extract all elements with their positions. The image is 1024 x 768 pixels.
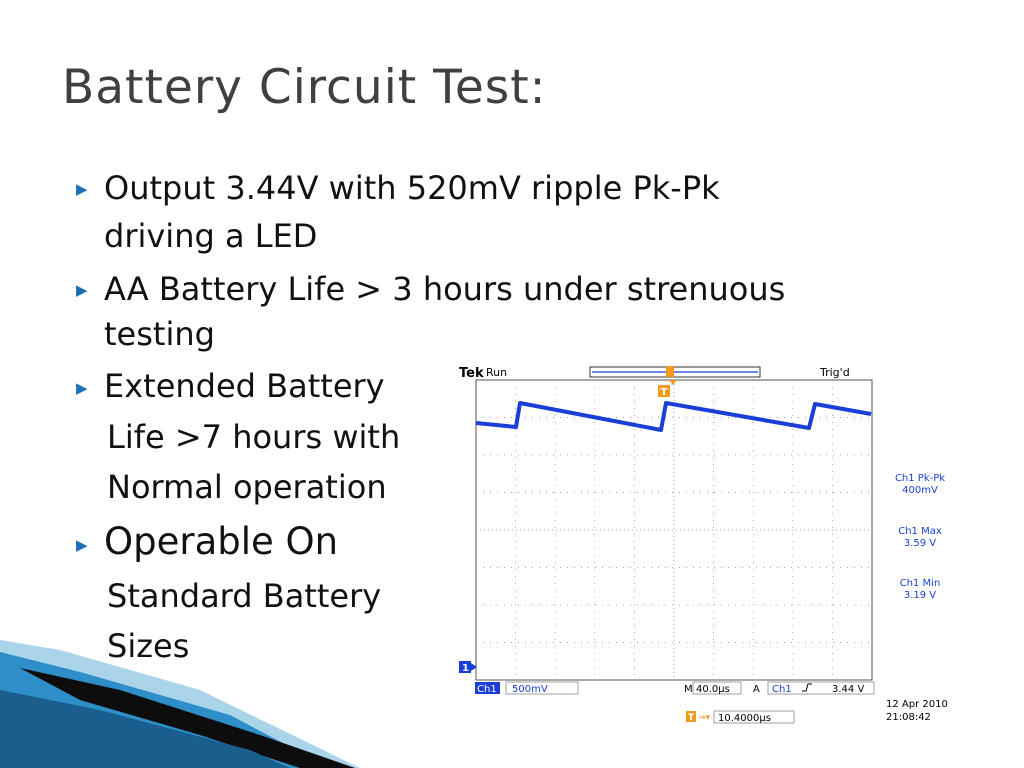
ripple-waveform-trace	[475, 401, 872, 432]
swoosh-dark-band	[20, 668, 355, 768]
channel-label: Ch1	[477, 684, 497, 695]
bullet-3-line-1: Extended Battery	[104, 367, 385, 405]
measurement-max-label: Ch1 Max	[898, 526, 942, 537]
trigger-position-icon-label: T	[688, 713, 695, 723]
bullet-4-line-3: Sizes	[107, 627, 190, 665]
bullet-2-line-2: testing	[104, 315, 215, 353]
bullet-3-line-3: Normal operation	[107, 468, 387, 506]
volts-per-div: 500mV	[512, 684, 548, 695]
trigger-position-box	[713, 710, 795, 724]
timebase-prefix: M	[684, 684, 693, 695]
trigger-position-arrow-icon: →▾	[698, 713, 711, 723]
trigger-prefix: A	[753, 684, 760, 695]
bullet-4-line-1: Operable On	[104, 520, 339, 563]
oscilloscope-screenshot: Tek Run Trig'd T 1 Ch1 Pk-Pk 400mV Ch1 M…	[459, 366, 948, 724]
scope-brand: Tek	[459, 366, 484, 381]
measurement-min-label: Ch1 Min	[900, 578, 941, 589]
channel-label-box	[475, 682, 500, 694]
bullet-3-line-2: Life >7 hours with	[107, 418, 401, 456]
slide-title: Battery Circuit Test:	[62, 60, 547, 115]
measurement-pkpk-label: Ch1 Pk-Pk	[895, 473, 945, 484]
scope-trigger-status: Trig'd	[819, 366, 850, 379]
bullet-2-icon: ▶	[76, 281, 88, 299]
timebase-box	[692, 681, 742, 695]
trigger-marker-label: T	[661, 387, 668, 398]
scope-run-status: Run	[486, 366, 507, 379]
time-per-div: 40.0µs	[696, 684, 730, 695]
rising-edge-icon	[802, 683, 812, 692]
trigger-level: 3.44 V	[832, 684, 864, 695]
channel-1-marker-box	[459, 661, 471, 673]
scope-graticule	[475, 379, 873, 681]
bullet-1-line-2: driving a LED	[104, 217, 318, 255]
swoosh-deep-band	[0, 690, 290, 768]
bullet-1-line-1: Output 3.44V with 520mV ripple Pk-Pk	[104, 169, 720, 207]
record-length-indicator	[589, 366, 761, 378]
trigger-readout-box	[767, 681, 875, 695]
trigger-position-value: 10.4000µs	[718, 713, 771, 724]
measurement-pkpk-value: 400mV	[902, 485, 938, 496]
trigger-position-marker-top	[666, 366, 674, 377]
scope-time: 21:08:42	[886, 712, 931, 723]
bullet-2-line-1: AA Battery Life > 3 hours under strenuou…	[104, 270, 786, 308]
trigger-arrow-icon	[669, 380, 677, 385]
trigger-source: Ch1	[772, 684, 792, 695]
measurement-max-value: 3.59 V	[904, 538, 936, 549]
bullet-4-line-2: Standard Battery	[107, 577, 382, 615]
measurement-min-value: 3.19 V	[904, 590, 936, 601]
bullet-4-icon: ▶	[76, 536, 88, 554]
scope-date: 12 Apr 2010	[886, 699, 948, 710]
bullet-3-icon: ▶	[76, 379, 88, 397]
trigger-marker-box	[658, 385, 670, 397]
channel-1-arrow-icon	[471, 663, 477, 671]
trigger-position-icon-box	[686, 711, 696, 722]
bullet-1-icon: ▶	[76, 180, 88, 198]
channel-1-marker-label: 1	[462, 663, 469, 674]
volts-per-div-box	[505, 681, 579, 695]
